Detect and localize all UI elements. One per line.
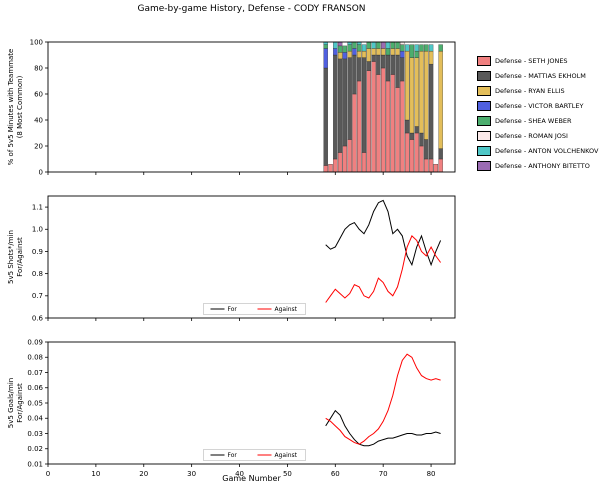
svg-text:0.08: 0.08 bbox=[27, 354, 43, 362]
legend-item: Defense - RYAN ELLIS bbox=[477, 86, 598, 96]
legend-label: Defense - ANTON VOLCHENKOV bbox=[495, 147, 599, 155]
svg-text:70: 70 bbox=[379, 470, 388, 478]
xaxis-label: Game Number bbox=[222, 474, 281, 483]
svg-text:5v5 Goals/min: 5v5 Goals/min bbox=[7, 378, 15, 428]
svg-text:40: 40 bbox=[235, 470, 244, 478]
svg-text:Against: Against bbox=[275, 452, 298, 459]
svg-text:For: For bbox=[228, 306, 238, 313]
svg-text:80: 80 bbox=[34, 64, 43, 72]
svg-text:50: 50 bbox=[283, 470, 292, 478]
svg-text:(8 Most Common): (8 Most Common) bbox=[16, 75, 24, 138]
legend-color-swatch bbox=[477, 116, 491, 126]
svg-text:5v5 Shots*/min: 5v5 Shots*/min bbox=[7, 230, 15, 284]
legend-label: Defense - RYAN ELLIS bbox=[495, 87, 565, 95]
svg-text:0.05: 0.05 bbox=[27, 399, 43, 407]
svg-text:0: 0 bbox=[46, 470, 50, 478]
svg-text:For/Against: For/Against bbox=[16, 383, 24, 423]
legend-item: Defense - MATTIAS EKHOLM bbox=[477, 71, 598, 81]
legend-color-swatch bbox=[477, 71, 491, 81]
legend-label: Defense - ROMAN JOSI bbox=[495, 132, 568, 140]
legend-color-swatch bbox=[477, 131, 491, 141]
svg-text:For: For bbox=[228, 452, 238, 459]
svg-text:0.02: 0.02 bbox=[27, 445, 43, 453]
figure-title: Game-by-game History, Defense - CODY FRA… bbox=[137, 4, 366, 14]
svg-text:40: 40 bbox=[34, 116, 43, 124]
legend-color-swatch bbox=[477, 86, 491, 96]
legend-label: Defense - VICTOR BARTLEY bbox=[495, 102, 584, 110]
legend-item: Defense - ANTON VOLCHENKOV bbox=[477, 146, 598, 156]
svg-text:1.1: 1.1 bbox=[32, 203, 43, 211]
svg-text:0.09: 0.09 bbox=[27, 338, 43, 346]
svg-text:Against: Against bbox=[275, 306, 298, 313]
legend-item: Defense - ANTHONY BITETTO bbox=[477, 161, 598, 171]
svg-text:80: 80 bbox=[427, 470, 436, 478]
svg-text:10: 10 bbox=[91, 470, 100, 478]
legend-color-swatch bbox=[477, 101, 491, 111]
legend-color-swatch bbox=[477, 56, 491, 66]
svg-text:0.06: 0.06 bbox=[27, 384, 43, 392]
svg-text:1.0: 1.0 bbox=[32, 226, 43, 234]
svg-text:0.6: 0.6 bbox=[32, 314, 44, 322]
svg-text:0.7: 0.7 bbox=[32, 292, 43, 300]
legend-item: Defense - VICTOR BARTLEY bbox=[477, 101, 598, 111]
svg-text:0.04: 0.04 bbox=[27, 415, 43, 423]
svg-text:0.07: 0.07 bbox=[27, 369, 43, 377]
svg-text:0.8: 0.8 bbox=[32, 270, 43, 278]
legend-label: Defense - SETH JONES bbox=[495, 57, 568, 65]
legend-label: Defense - MATTIAS EKHOLM bbox=[495, 72, 586, 80]
svg-text:20: 20 bbox=[34, 142, 43, 150]
svg-text:0.01: 0.01 bbox=[27, 460, 43, 468]
svg-text:0: 0 bbox=[39, 168, 43, 176]
svg-text:100: 100 bbox=[30, 38, 43, 46]
legend-item: Defense - ROMAN JOSI bbox=[477, 131, 598, 141]
svg-text:0.9: 0.9 bbox=[32, 248, 43, 256]
legend-label: Defense - SHEA WEBER bbox=[495, 117, 572, 125]
svg-text:% of 5v5 Minutes with Teammate: % of 5v5 Minutes with Teammate bbox=[7, 49, 15, 166]
svg-text:60: 60 bbox=[34, 90, 43, 98]
svg-text:0.03: 0.03 bbox=[27, 430, 43, 438]
legend-item: Defense - SHEA WEBER bbox=[477, 116, 598, 126]
svg-text:60: 60 bbox=[331, 470, 340, 478]
legend-color-swatch bbox=[477, 146, 491, 156]
legend-color-swatch bbox=[477, 161, 491, 171]
legend-label: Defense - ANTHONY BITETTO bbox=[495, 162, 590, 170]
teammates-legend: Defense - SETH JONES Defense - MATTIAS EK… bbox=[477, 56, 598, 176]
legend-item: Defense - SETH JONES bbox=[477, 56, 598, 66]
svg-text:For/Against: For/Against bbox=[16, 237, 24, 277]
svg-text:30: 30 bbox=[187, 470, 196, 478]
svg-text:20: 20 bbox=[139, 470, 148, 478]
